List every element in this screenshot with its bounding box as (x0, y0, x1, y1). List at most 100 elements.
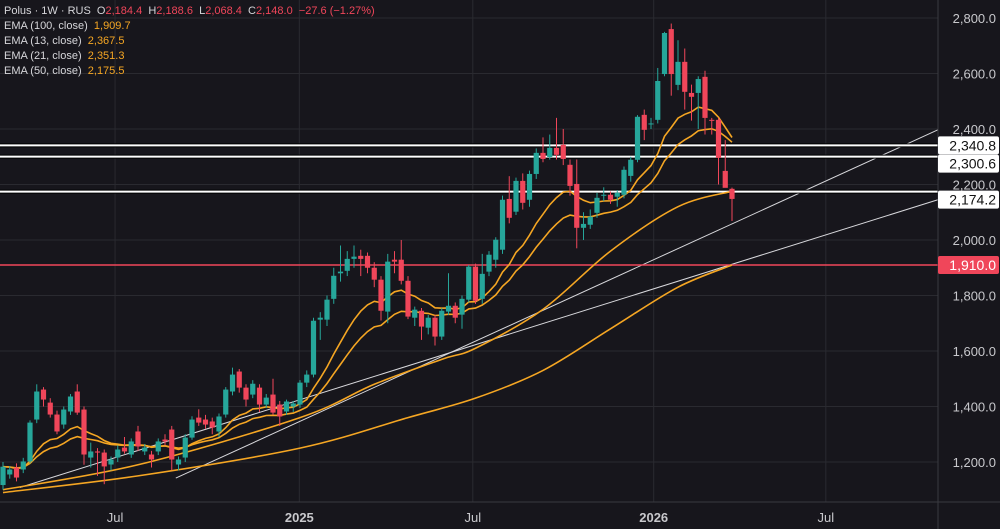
candle-body-down (688, 92, 695, 97)
candle-body-up (182, 437, 188, 458)
candle-body-up (290, 403, 296, 407)
legend: Polus · 1W · RUS O2,184.4 H2,188.6 L2,06… (4, 4, 375, 79)
candle-body-down (668, 29, 674, 75)
candle-body-down (405, 280, 411, 317)
price-axis[interactable]: 2,800.0 2,600.0 2,400.0 2,200.0 2,000.0 1,800… (953, 11, 996, 470)
candle-body-down (270, 394, 276, 413)
candle-body-up (283, 401, 290, 412)
candle-body-down (607, 194, 614, 200)
candle-body-down (74, 391, 80, 413)
candle-body-up (223, 389, 229, 415)
candle-body-down (418, 310, 425, 327)
candle-body-down (162, 439, 168, 442)
candle-body-down (520, 180, 526, 203)
candle-body-up (385, 261, 391, 312)
indicator-value: 2,367.5 (87, 35, 125, 47)
indicator-ema50[interactable]: EMA (50, close) 2,175.5 (4, 64, 375, 79)
candle-body-up (499, 199, 506, 250)
candle-body-up (533, 152, 539, 174)
candle-body-down (702, 76, 708, 118)
candle-body-up (351, 256, 357, 259)
indicator-ema21[interactable]: EMA (21, close) 2,351.3 (4, 49, 375, 64)
level-labels: 2,340.8 2,300.6 2,174.2 1,910.0 (938, 136, 999, 274)
candle-body-down (101, 452, 107, 467)
candle-body-down (540, 152, 546, 159)
candle-body-down (236, 371, 242, 388)
candle-body-down (148, 454, 155, 460)
candle-body-up (526, 173, 533, 200)
x-tick-label: 2026 (639, 510, 668, 525)
candle-body-up (594, 197, 600, 213)
indicator-ema100[interactable]: EMA (100, close) 1,909.7 (4, 19, 375, 34)
candle-body-up (628, 159, 634, 176)
symbol-ohlc-row: Polus · 1W · RUS O2,184.4 H2,188.6 L2,06… (4, 4, 375, 19)
candle-body-down (135, 431, 141, 447)
candle-body-up (317, 317, 323, 320)
candle-body-down (81, 409, 87, 455)
candle-body-up (445, 305, 452, 312)
candle-body-down (277, 404, 283, 417)
candle-body-up (425, 317, 431, 328)
candle-body-up (250, 383, 256, 395)
candle-body-up (67, 396, 74, 412)
candle-body-up (675, 61, 681, 85)
candle-body-down (560, 144, 566, 159)
candle-body-up (337, 271, 344, 274)
candle-body-down (209, 421, 215, 428)
high-label: H (148, 5, 157, 17)
candle-body-down (641, 114, 647, 130)
candle-body-up (34, 391, 40, 420)
indicator-label: EMA (50, close) (4, 65, 82, 77)
candle-body-down (378, 279, 384, 311)
horizontal-levels[interactable] (0, 143, 938, 266)
level-label: 1,910.0 (949, 257, 996, 273)
x-tick-label: Jul (818, 510, 835, 525)
candle-body-up (142, 447, 148, 452)
candle-body-down (398, 259, 404, 281)
candle-body-down (243, 387, 249, 400)
low-label: L (199, 5, 206, 17)
candle-body-down (553, 147, 560, 155)
candle-body-down (358, 255, 364, 259)
candle-body-up (439, 310, 445, 337)
indicator-label: EMA (21, close) (4, 50, 82, 62)
candle-body-down (13, 467, 20, 478)
candle-body-up (587, 216, 593, 225)
trendline[interactable] (175, 129, 939, 479)
candle-body-up (459, 298, 465, 315)
candle-body-up (216, 416, 222, 432)
candle-body-down (391, 259, 398, 262)
candle-body-up (324, 299, 330, 320)
indicator-ema13[interactable]: EMA (13, close) 2,367.5 (4, 34, 375, 49)
close-value: 2,148.0 (256, 5, 293, 17)
candle-body-up (175, 459, 182, 465)
y-tick-label: 2,200.0 (953, 178, 996, 193)
candle-body-down (715, 119, 722, 158)
candle-body-up (614, 192, 620, 197)
candle-body-down (40, 389, 47, 400)
candles (0, 23, 735, 490)
candle-body-up (344, 258, 350, 271)
candle-body-up (115, 449, 121, 458)
change-value: −27.6 (−1.27%) (298, 5, 375, 17)
level-label-box (938, 190, 999, 209)
indicator-value: 2,175.5 (87, 65, 125, 77)
candle-body-up (229, 374, 236, 392)
candle-body-up (304, 374, 310, 383)
time-axis[interactable]: Jul 2025 Jul 2026 Jul (107, 510, 835, 525)
candle-body-up (310, 320, 317, 375)
symbol-label[interactable]: Polus · 1W · RUS (4, 5, 91, 17)
ema13-line (2, 106, 733, 470)
candle-body-down (709, 119, 715, 121)
candle-body-up (263, 397, 269, 405)
candle-body-up (621, 169, 627, 195)
trendlines[interactable] (19, 129, 939, 489)
candle-body-up (189, 419, 195, 438)
y-tick-label: 1,400.0 (953, 400, 996, 415)
candle-body-up (601, 194, 607, 196)
candle-body-down (169, 429, 175, 460)
candle-body-up (27, 422, 33, 462)
level-label: 2,174.2 (949, 192, 996, 208)
y-tick-label: 1,600.0 (953, 344, 996, 359)
